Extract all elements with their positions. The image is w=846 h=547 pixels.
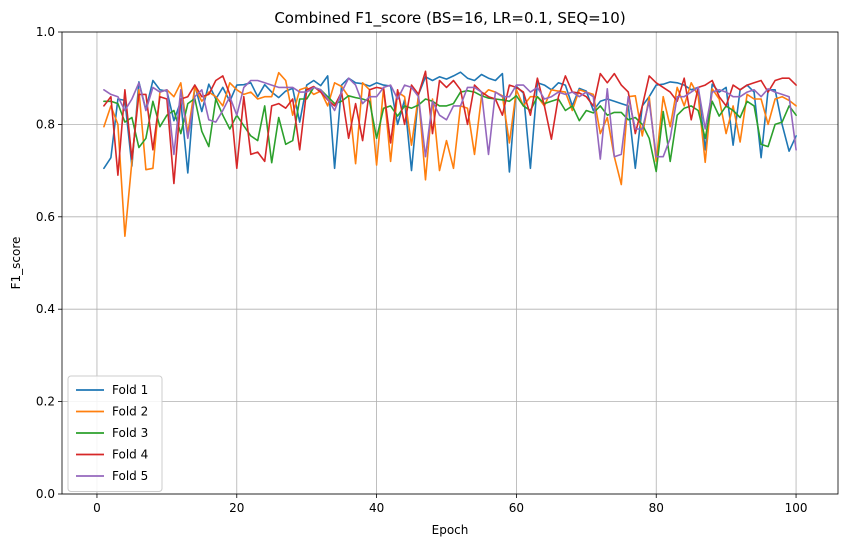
chart-title: Combined F1_score (BS=16, LR=0.1, SEQ=10… <box>274 9 625 28</box>
legend: Fold 1 Fold 2 Fold 3 Fold 4 Fold 5 <box>67 375 163 492</box>
series-line-fold-4 <box>103 70 797 185</box>
y-tick-label: 0.4 <box>36 302 55 316</box>
x-tick-label: 80 <box>649 501 664 515</box>
legend-label-fold-2: Fold 2 <box>112 405 148 419</box>
x-tick-label: 0 <box>93 501 101 515</box>
x-tick-label: 40 <box>369 501 384 515</box>
y-tick-label: 0.0 <box>36 487 55 501</box>
y-tick-label: 0.2 <box>36 395 55 409</box>
axis-ticks: 0 20 40 60 80 100 0.0 0.2 0.4 0.6 0.8 1.0 <box>36 25 808 515</box>
x-axis-label: Epoch <box>432 523 469 537</box>
y-tick-label: 1.0 <box>36 25 55 39</box>
legend-label-fold-4: Fold 4 <box>112 448 148 462</box>
x-tick-label: 20 <box>229 501 244 515</box>
y-axis-label: F1_score <box>9 237 23 290</box>
series-line-fold-3 <box>103 86 797 173</box>
legend-label-fold-3: Fold 3 <box>112 426 148 440</box>
legend-label-fold-1: Fold 1 <box>112 383 148 397</box>
series-lines <box>103 70 797 237</box>
legend-label-fold-5: Fold 5 <box>112 469 148 483</box>
x-tick-label: 60 <box>509 501 524 515</box>
series-line-fold-5 <box>103 77 797 160</box>
series-line-fold-1 <box>103 71 797 174</box>
legend-box <box>67 375 163 492</box>
y-tick-label: 0.6 <box>36 210 55 224</box>
plot-frame <box>61 31 839 495</box>
y-tick-label: 0.8 <box>36 117 55 131</box>
x-tick-label: 100 <box>785 501 808 515</box>
